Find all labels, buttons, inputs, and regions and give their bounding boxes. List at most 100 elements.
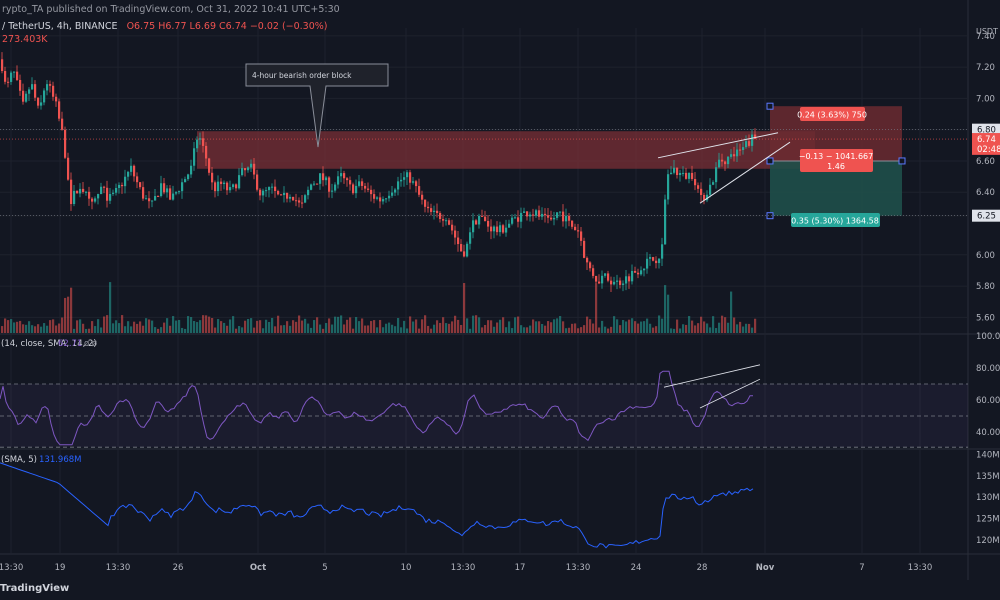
- candle: [634, 270, 637, 273]
- candle: [655, 260, 658, 264]
- volume-bar: [571, 323, 574, 333]
- volume-bar: [133, 321, 136, 333]
- volume-bar: [361, 318, 364, 333]
- candle: [601, 275, 604, 284]
- candle: [223, 182, 226, 185]
- candle: [43, 90, 46, 103]
- candle: [25, 93, 28, 102]
- candle: [190, 165, 193, 175]
- volume-bar: [151, 320, 154, 333]
- candle: [304, 195, 307, 203]
- volume-bar: [625, 321, 628, 333]
- volume-bar: [514, 317, 517, 333]
- volume-bar: [121, 315, 124, 333]
- candle: [745, 141, 748, 148]
- candle: [733, 154, 736, 157]
- volume-bar: [595, 283, 598, 333]
- candle: [196, 139, 199, 149]
- candle: [535, 210, 538, 216]
- volume-bar: [601, 320, 604, 333]
- candle: [685, 172, 688, 179]
- volume-bar: [319, 324, 322, 333]
- volume-bar: [298, 315, 301, 333]
- volume-bar: [712, 316, 715, 333]
- candle: [538, 210, 541, 217]
- candle: [340, 173, 343, 177]
- volume-bar: [589, 319, 592, 333]
- volume-bar: [34, 326, 37, 333]
- candle: [109, 193, 112, 201]
- candle: [652, 257, 655, 261]
- price-tick-label: 6.40: [976, 188, 995, 198]
- volume-bar: [433, 324, 436, 333]
- stop-label-bg: [791, 213, 880, 227]
- candle: [175, 192, 178, 194]
- candle: [67, 157, 70, 180]
- volume-bar: [415, 319, 418, 333]
- volume-bar: [85, 328, 88, 333]
- volume-bar: [130, 326, 133, 333]
- candle: [241, 168, 244, 176]
- time-tick-label: 13:30: [0, 563, 23, 573]
- volume-bar: [139, 321, 142, 333]
- candle: [163, 183, 166, 193]
- volume-bar: [706, 323, 709, 333]
- candle: [472, 220, 475, 233]
- candle: [187, 174, 190, 180]
- candle: [301, 202, 304, 204]
- candle: [328, 177, 331, 192]
- volume-bar: [148, 319, 151, 333]
- volume-bar: [220, 321, 223, 333]
- candle: [283, 192, 286, 196]
- price-marker-label: 6.80: [977, 126, 996, 136]
- volume-bar: [490, 320, 493, 333]
- candle: [556, 212, 559, 218]
- candle: [4, 71, 7, 82]
- volume-bar: [352, 328, 355, 333]
- candle: [307, 189, 310, 196]
- candle: [34, 84, 37, 98]
- volume-bar: [616, 319, 619, 333]
- volume-bar: [385, 323, 388, 333]
- ohlc-values: O6.75 H6.77 L6.69 C6.74 −0.02 (−0.30%): [126, 21, 328, 32]
- position-handle: [766, 102, 774, 110]
- volume-bar: [235, 328, 238, 333]
- candle: [697, 185, 700, 189]
- volume-bar: [559, 316, 562, 333]
- candle: [79, 188, 82, 194]
- volume-bar: [169, 325, 172, 333]
- rsi-tick-label: 60.00: [976, 396, 1000, 406]
- volume-bar: [691, 320, 694, 333]
- volume-bar: [697, 323, 700, 333]
- volume-bar: [67, 296, 70, 333]
- volume-bar: [208, 316, 211, 333]
- candles: [1, 52, 757, 292]
- volume-bar: [55, 325, 58, 333]
- candle: [673, 167, 676, 173]
- volume-bar: [199, 320, 202, 333]
- volume-bar: [295, 321, 298, 333]
- candle: [670, 172, 673, 175]
- volume-bar: [7, 320, 10, 333]
- candle: [640, 270, 643, 275]
- candle: [346, 178, 349, 181]
- candle: [451, 224, 454, 231]
- candle: [100, 186, 103, 195]
- candle: [334, 184, 337, 191]
- volume-bar: [703, 321, 706, 333]
- volume-bar: [394, 326, 397, 333]
- volume-bar: [370, 321, 373, 333]
- candle: [214, 182, 217, 192]
- candle: [529, 214, 532, 217]
- candle: [409, 172, 412, 183]
- volume-bar: [52, 319, 55, 333]
- candle: [97, 194, 100, 199]
- candle: [484, 216, 487, 221]
- volume-bar: [718, 322, 721, 333]
- candle: [406, 172, 409, 178]
- volume-bar: [292, 320, 295, 333]
- volume-bar: [61, 317, 64, 333]
- candle: [112, 192, 115, 194]
- candle: [361, 181, 364, 186]
